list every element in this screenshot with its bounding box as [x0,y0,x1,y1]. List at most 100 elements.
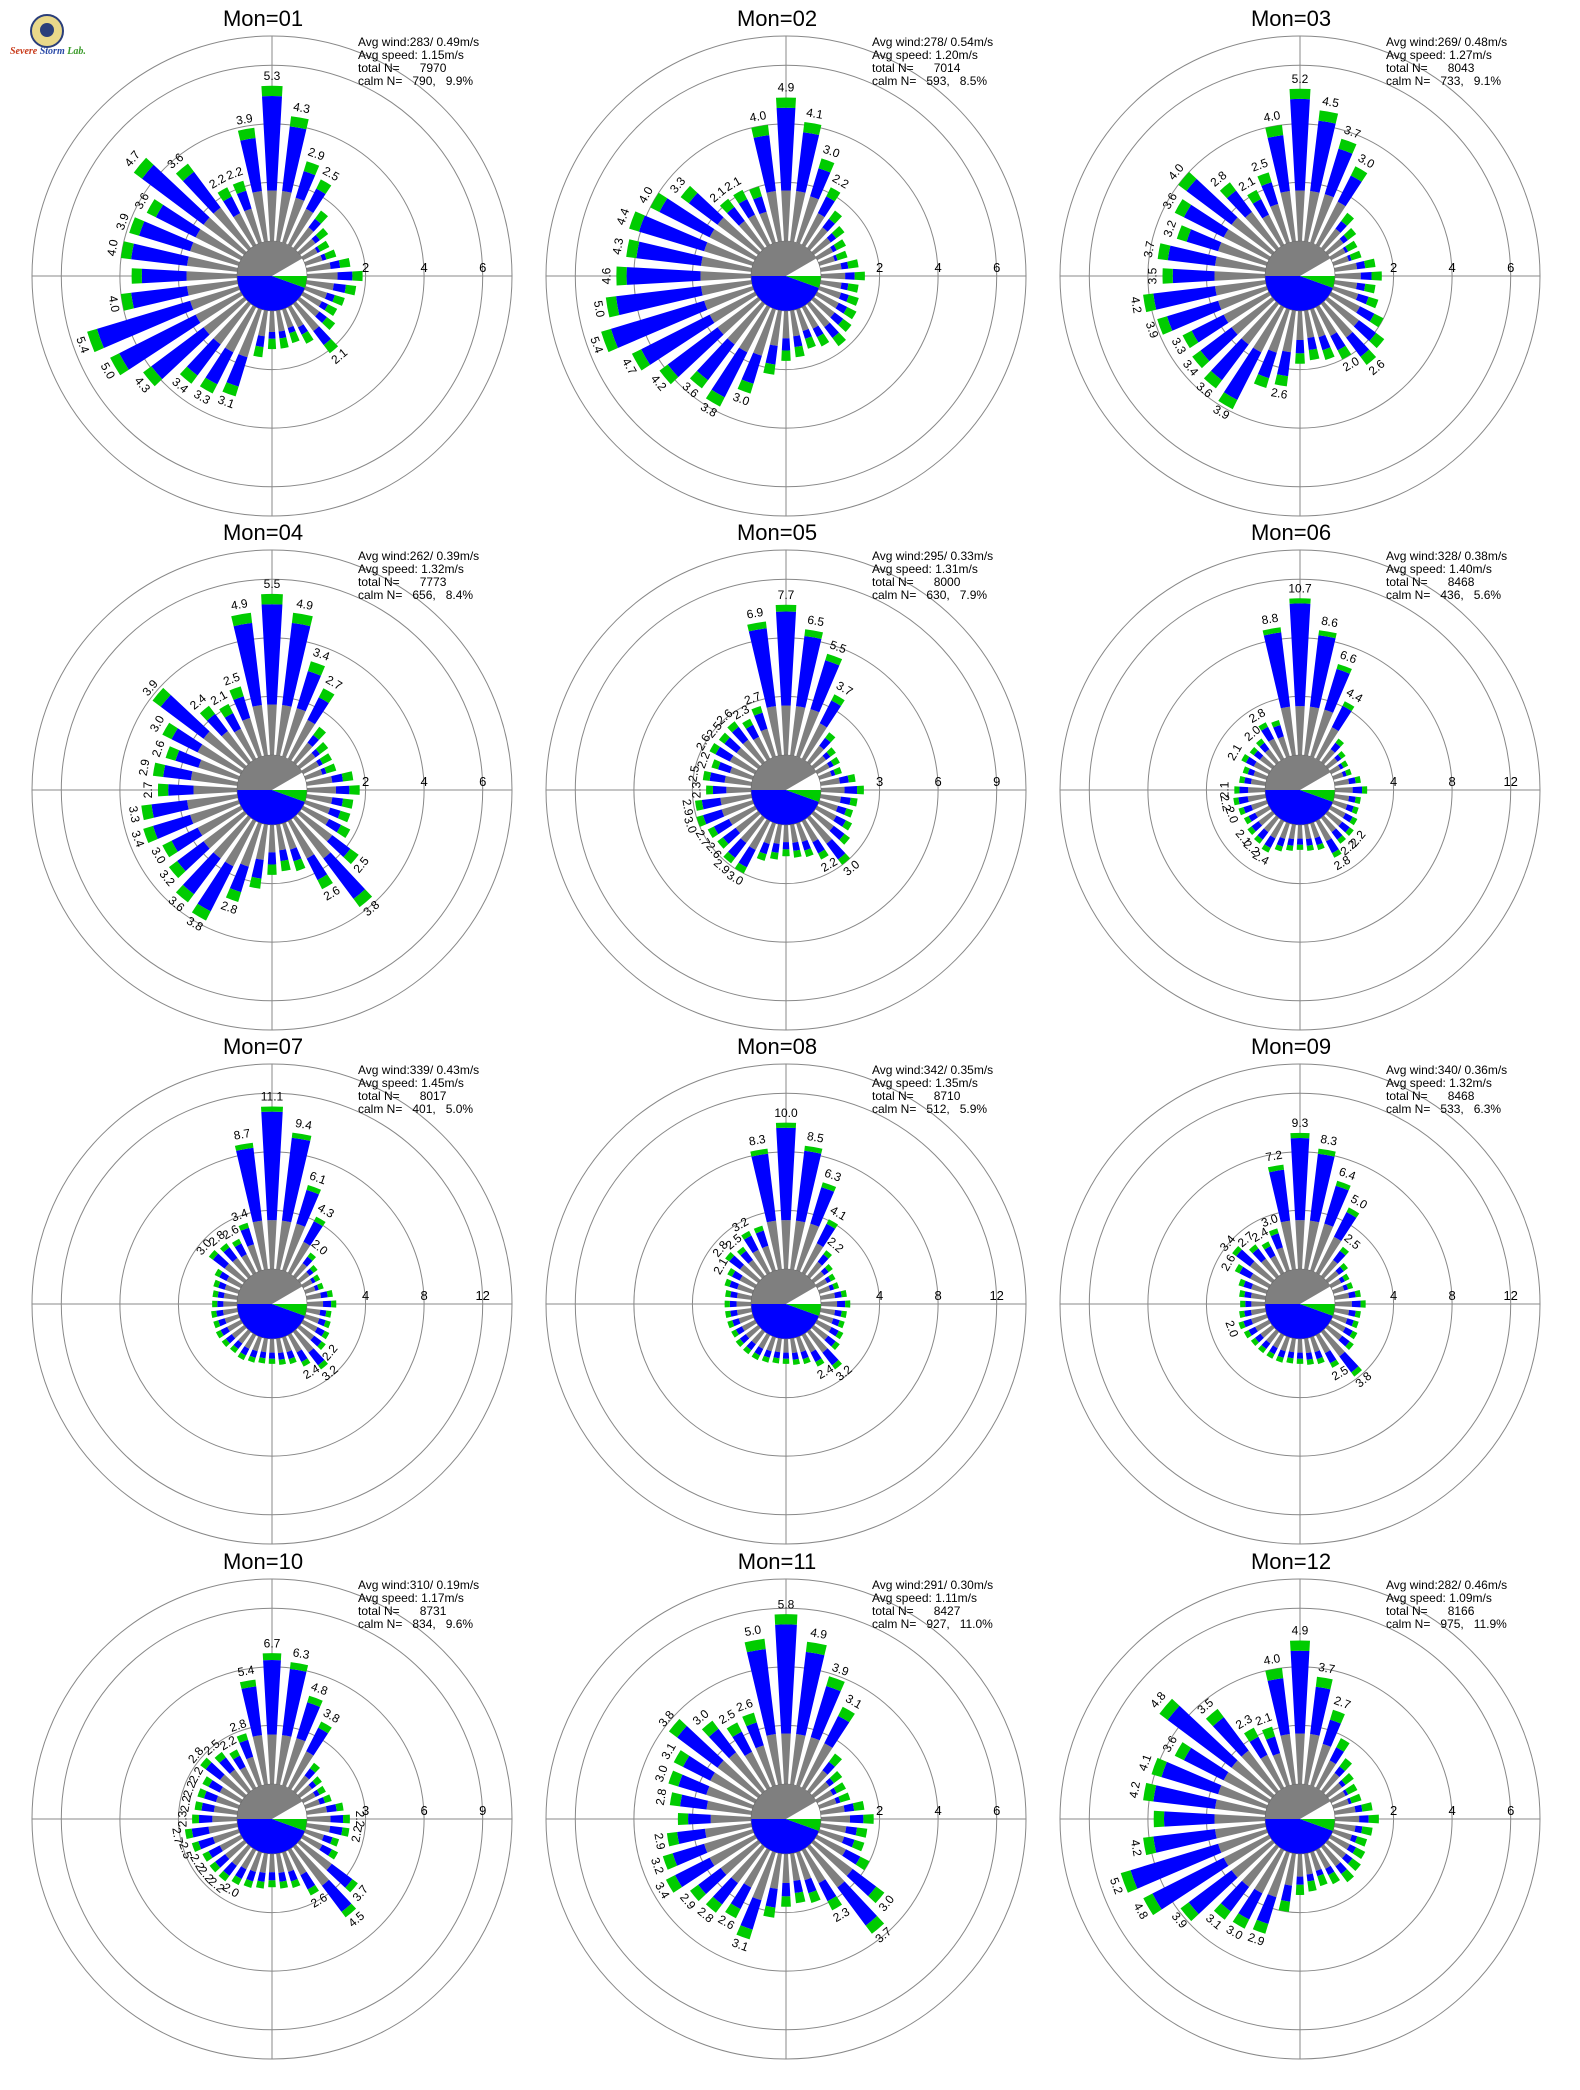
bar-mid-speed [771,842,780,853]
bar-low-speed [1325,1325,1343,1341]
bar-value-label: 4.3 [292,100,311,117]
bar-mid-speed [830,769,836,777]
bar-mid-speed [281,1137,311,1223]
bar-value-label: 2.7 [742,689,763,708]
bar-low-speed [783,824,789,843]
bar-mid-speed [688,1813,711,1825]
calm-sector-gray2 [786,755,817,790]
bar-value-label: 2.1 [1253,1710,1274,1729]
bar-high-speed [133,157,154,179]
bar-high-speed [761,1355,770,1363]
bar-low-speed [238,1329,251,1344]
bar-low-speed [1334,280,1358,290]
bar-high-speed [215,1330,224,1339]
bar-high-speed [229,1749,240,1760]
bar-high-speed [1347,1858,1361,1871]
bar-high-speed [1360,1300,1366,1308]
bar-mid-speed [1342,1327,1353,1337]
bar-high-speed [701,1720,719,1737]
bar-high-speed [87,328,104,353]
tick-label: 4 [1390,774,1397,789]
calm-sector-gray [751,755,786,790]
bar-mid-speed [793,335,803,348]
bar-low-speed [276,1338,284,1354]
bar-high-speed [214,1268,223,1278]
bar-low-speed [1215,256,1266,272]
bar-mid-speed [753,196,767,215]
bar-mid-speed [306,1727,328,1756]
bar-low-speed [1329,291,1360,313]
bar-mid-speed [198,1836,216,1850]
bar-mid-speed [837,1300,846,1308]
calm-n-text: calm N= 630, 7.9% [872,588,988,602]
bar-low-speed [1325,1270,1339,1283]
bar-mid-speed [1245,1300,1252,1308]
bar-low-speed [815,291,839,309]
bar-mid-speed [310,1277,316,1284]
bar-high-speed [316,179,332,194]
bar-low-speed [1325,1782,1343,1798]
bar-mid-speed [1342,1284,1349,1291]
bar-high-speed [1306,1358,1314,1365]
bar-low-speed [239,1766,257,1790]
bar-mid-speed [641,314,715,365]
bar-low-speed [1315,819,1332,842]
bar-high-speed [725,1290,732,1298]
bar-high-speed [689,370,708,389]
bar-low-speed [801,213,825,247]
bar-value-label: 5.0 [591,300,608,319]
bar-high-speed [734,862,747,874]
bar-mid-speed [206,713,228,737]
bar-high-speed [1244,1727,1259,1742]
bar-mid-speed [1220,1880,1250,1912]
bar-low-speed [783,1338,789,1353]
bar-low-speed [796,709,820,758]
bar-high-speed [352,270,363,282]
bar-value-label: 2.2 [180,1778,199,1799]
bar-low-speed [724,775,752,786]
bar-mid-speed [1186,178,1238,225]
bar-low-speed [796,1223,820,1272]
bar-value-label: 3.4 [128,829,147,850]
bar-high-speed [289,1662,309,1672]
bar-high-speed [838,853,851,865]
calm-sector-gray2 [1300,755,1331,790]
panel-title: Mon=02 [736,6,818,31]
bar-value-label: 2.5 [221,670,242,689]
bar-high-speed [756,851,767,861]
bar-low-speed [801,305,819,329]
bar-high-speed [321,1330,330,1340]
bar-low-speed [267,704,277,756]
bar-mid-speed [286,1350,295,1360]
bar-high-speed [1286,844,1294,851]
bar-value-label: 3.9 [830,1660,851,1679]
bar-high-speed [1316,843,1325,851]
bar-low-speed [729,766,754,780]
bar-mid-speed [191,1826,210,1838]
tick-label: 6 [479,260,486,275]
calm-sector-blue [751,276,819,311]
bar-mid-speed [754,1346,764,1356]
bar-mid-speed [826,839,846,860]
bar-low-speed [1241,301,1279,345]
avg-speed-text: Avg speed: 1.20m/s [872,48,978,62]
bar-low-speed [269,1338,275,1353]
bar-high-speed [601,328,618,353]
bar-mid-speed [730,1309,738,1317]
bar-value-label: 3.2 [648,1856,667,1877]
bar-low-speed [252,191,268,242]
tick-label: 3 [876,774,883,789]
total-n-text: total N= 8710 [872,1089,961,1103]
bar-low-speed [1321,749,1335,765]
bar-low-speed [1218,1785,1268,1809]
calm-sector-blue [751,1819,819,1854]
bar-low-speed [306,262,331,272]
bar-value-label: 5.8 [778,1597,795,1611]
bar-high-speed [341,798,354,809]
bar-high-speed [775,604,797,612]
bar-value-label: 3.7 [1342,123,1363,142]
bar-value-label: 2.7 [1332,1693,1353,1712]
bar-high-speed [1307,1880,1317,1892]
bar-low-speed [306,794,333,804]
bar-mid-speed [830,312,844,325]
